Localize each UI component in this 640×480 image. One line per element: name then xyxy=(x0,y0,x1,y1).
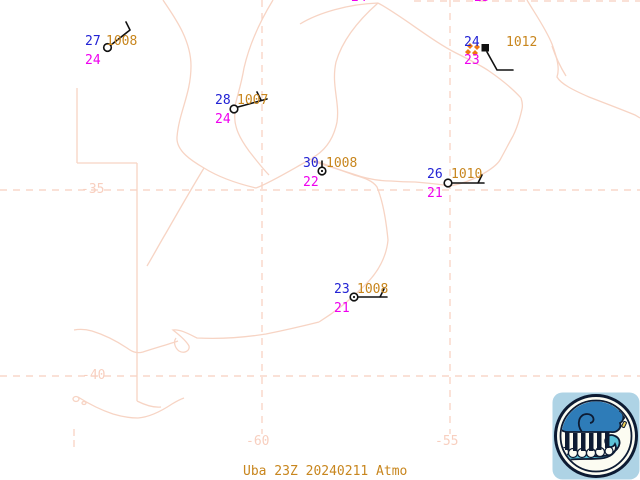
station-temperature: 26 xyxy=(427,167,443,182)
coastline-border-lines xyxy=(72,0,640,419)
station-temperature: 27 xyxy=(85,34,101,49)
map-caption: Uba 23Z 20240211 Atmo xyxy=(243,464,408,479)
station-dewpoint: 24 xyxy=(215,112,231,127)
station-temperature: 24 xyxy=(464,35,480,50)
atmo-weather-logo xyxy=(552,392,640,480)
station-pressure: 1008 xyxy=(357,282,389,297)
station-dewpoint: 22 xyxy=(303,175,319,190)
station-dewpoint: 21 xyxy=(334,301,350,316)
partial-station-dewpoint: 25 xyxy=(474,0,490,4)
logo-inner-ring xyxy=(559,399,633,473)
rain-icon xyxy=(565,431,610,451)
station-dewpoint: 23 xyxy=(464,53,480,68)
station-pressure: 1008 xyxy=(326,156,358,171)
present-weather-symbol-icon xyxy=(465,43,480,56)
station-temperature: 30 xyxy=(303,156,319,171)
station-pressure: 1007 xyxy=(237,93,269,108)
lat-label-40: -40 xyxy=(82,368,106,383)
station-pressure: 1012 xyxy=(506,35,538,50)
station-circle-barb-1 xyxy=(102,21,131,53)
station-wind-barbs xyxy=(102,21,514,302)
station-temperature: 28 xyxy=(215,93,231,108)
lat-label-35: -35 xyxy=(81,182,105,197)
station-square-barb-5 xyxy=(481,44,514,71)
partial-station-dewpoint: 24 xyxy=(351,0,367,4)
lon-label-55: -55 xyxy=(435,434,459,449)
station-dewpoint: 24 xyxy=(85,53,101,68)
station-pressure: 1008 xyxy=(106,34,138,49)
station-circle-barb-3 xyxy=(317,160,327,176)
lon-label-60: -60 xyxy=(246,434,270,449)
station-dewpoint: 21 xyxy=(427,186,443,201)
station-circle-barb-2 xyxy=(229,91,268,114)
station-temperature: 23 xyxy=(334,282,350,297)
station-circle-barb-6 xyxy=(349,288,388,302)
station-pressure: 1010 xyxy=(451,167,483,182)
graticule-lines xyxy=(0,0,640,447)
station-circle-barb-4 xyxy=(443,174,485,188)
